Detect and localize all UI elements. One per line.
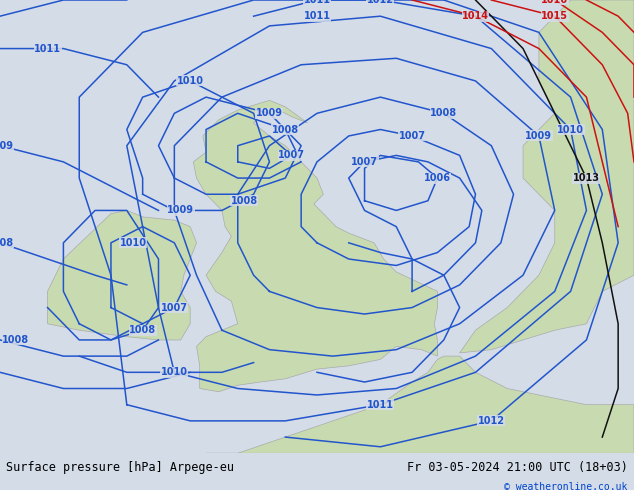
Text: 1010: 1010 bbox=[177, 76, 204, 86]
Text: 1012: 1012 bbox=[367, 0, 394, 5]
Text: 1016: 1016 bbox=[541, 0, 568, 5]
Text: Surface pressure [hPa] Arpege-eu: Surface pressure [hPa] Arpege-eu bbox=[6, 461, 235, 474]
Text: 1007: 1007 bbox=[278, 150, 305, 160]
Text: 1008: 1008 bbox=[430, 108, 457, 118]
Text: 1014: 1014 bbox=[462, 11, 489, 21]
Polygon shape bbox=[193, 100, 437, 392]
Text: 1008: 1008 bbox=[231, 196, 257, 206]
Polygon shape bbox=[460, 0, 634, 353]
Text: 1011: 1011 bbox=[34, 44, 61, 53]
Text: 1010: 1010 bbox=[557, 124, 584, 134]
Text: 1009: 1009 bbox=[0, 141, 13, 151]
Text: 1008: 1008 bbox=[272, 124, 299, 134]
Text: 1008: 1008 bbox=[129, 325, 156, 335]
Text: 1011: 1011 bbox=[367, 400, 394, 410]
Text: 1007: 1007 bbox=[351, 157, 378, 167]
Text: 1010: 1010 bbox=[120, 238, 146, 248]
Polygon shape bbox=[206, 356, 634, 453]
Text: 1008: 1008 bbox=[3, 335, 29, 345]
Text: Fr 03-05-2024 21:00 UTC (18+03): Fr 03-05-2024 21:00 UTC (18+03) bbox=[407, 461, 628, 474]
Text: 1009: 1009 bbox=[167, 205, 194, 216]
Text: 1012: 1012 bbox=[478, 416, 505, 426]
Text: 1009: 1009 bbox=[526, 131, 552, 141]
Text: 1009: 1009 bbox=[256, 108, 283, 118]
Polygon shape bbox=[48, 210, 197, 340]
Text: 1010: 1010 bbox=[161, 368, 188, 377]
Text: 1013: 1013 bbox=[573, 173, 600, 183]
Text: 1015: 1015 bbox=[541, 11, 568, 21]
Text: 1008: 1008 bbox=[0, 238, 13, 248]
Text: 1011: 1011 bbox=[304, 11, 330, 21]
Text: © weatheronline.co.uk: © weatheronline.co.uk bbox=[504, 482, 628, 490]
Text: 1007: 1007 bbox=[399, 131, 425, 141]
Text: 1007: 1007 bbox=[161, 302, 188, 313]
Text: 1006: 1006 bbox=[424, 173, 451, 183]
Text: 1011: 1011 bbox=[304, 0, 330, 5]
